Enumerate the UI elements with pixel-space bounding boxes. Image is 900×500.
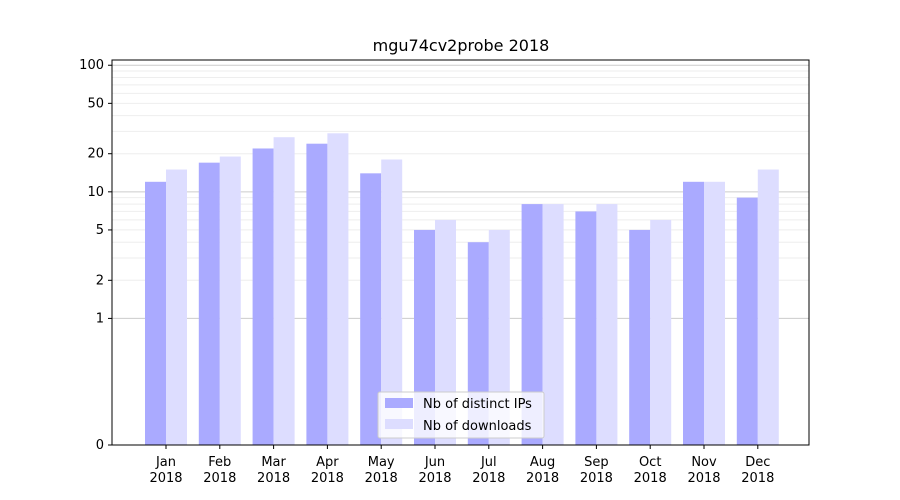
bar-downloads	[704, 181, 725, 445]
bar-distinct-ips	[252, 148, 274, 445]
y-tick-label: 2	[96, 273, 104, 288]
y-tick-label: 50	[87, 96, 104, 111]
x-tick-label-month: Aug	[530, 455, 555, 470]
x-tick-label-year: 2018	[418, 471, 451, 486]
x-tick-label-year: 2018	[634, 471, 667, 486]
y-tick-label: 10	[87, 185, 104, 200]
x-tick-label-year: 2018	[203, 471, 236, 486]
y-tick-label: 5	[96, 223, 104, 238]
bar-downloads	[596, 204, 618, 445]
x-tick-label-year: 2018	[741, 471, 774, 486]
bar-distinct-ips	[306, 143, 328, 445]
x-tick-label-month: Apr	[316, 455, 339, 470]
legend-label-downloads: Nb of downloads	[423, 419, 532, 434]
x-axis: Jan2018Feb2018Mar2018Apr2018May2018Jun20…	[149, 445, 774, 486]
bar-distinct-ips	[198, 162, 220, 445]
x-tick-label-year: 2018	[149, 471, 182, 486]
bar-downloads	[327, 133, 349, 445]
bar-distinct-ips	[629, 229, 651, 445]
bar-downloads	[435, 219, 456, 445]
legend: Nb of distinct IPs Nb of downloads	[377, 391, 545, 439]
x-tick-label-month: May	[368, 455, 395, 470]
x-tick-label-month: Jun	[424, 455, 445, 470]
bar-downloads	[757, 169, 779, 445]
bar-downloads	[488, 229, 510, 445]
bar-distinct-ips	[521, 204, 543, 445]
x-tick-label-year: 2018	[365, 471, 398, 486]
y-axis: 0 1 2 5 10 20 50 100	[79, 58, 112, 453]
bar-distinct-ips	[145, 181, 166, 445]
bar-downloads	[219, 156, 241, 446]
bar-downloads	[273, 137, 295, 446]
x-tick-label-month: Jan	[155, 455, 176, 470]
x-tick-label-year: 2018	[687, 471, 720, 486]
y-tick-label: 20	[87, 147, 104, 162]
y-tick-label: 1	[96, 311, 104, 326]
x-tick-label-year: 2018	[580, 471, 613, 486]
bar-distinct-ips	[414, 229, 435, 445]
x-tick-label-month: Mar	[261, 455, 286, 470]
legend-box	[377, 391, 545, 439]
bar-downloads	[381, 159, 403, 445]
x-tick-label-month: Dec	[745, 455, 770, 470]
x-tick-label-month: Feb	[208, 455, 231, 470]
bar-distinct-ips	[736, 197, 758, 445]
legend-swatch-downloads	[385, 419, 413, 429]
bar-distinct-ips	[575, 211, 597, 445]
x-tick-label-year: 2018	[311, 471, 344, 486]
bar-downloads	[650, 219, 672, 445]
y-tick-label: 0	[96, 438, 104, 453]
x-tick-label-month: Jul	[480, 455, 497, 470]
x-tick-label-month: Nov	[691, 455, 717, 470]
bar-distinct-ips	[360, 173, 382, 445]
x-tick-label-year: 2018	[472, 471, 505, 486]
x-tick-label-year: 2018	[257, 471, 290, 486]
x-tick-label-year: 2018	[526, 471, 559, 486]
bar-downloads	[542, 204, 564, 445]
legend-label-ips: Nb of distinct IPs	[423, 397, 532, 412]
bar-downloads	[166, 169, 187, 445]
y-tick-label: 100	[79, 58, 104, 73]
bar-distinct-ips	[683, 181, 704, 445]
x-tick-label-month: Oct	[639, 455, 661, 470]
chart-title: mgu74cv2probe 2018	[373, 36, 550, 55]
plot-frame	[111, 59, 810, 446]
legend-swatch-ips	[385, 398, 413, 408]
x-tick-label-month: Sep	[584, 455, 609, 470]
bars	[145, 133, 779, 446]
